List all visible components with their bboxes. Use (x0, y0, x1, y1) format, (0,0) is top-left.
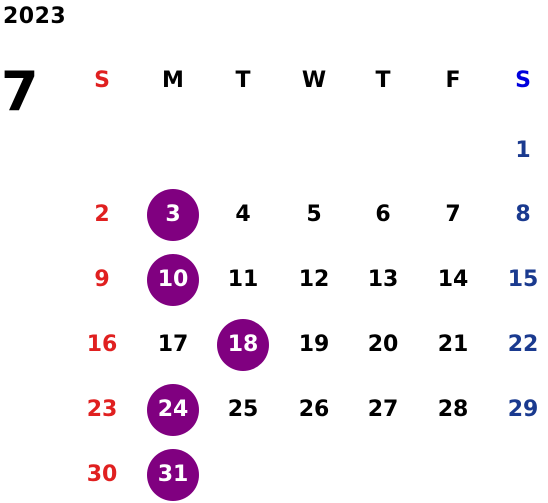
day-26[interactable]: 26 (298, 397, 330, 422)
day-14[interactable]: 14 (437, 267, 469, 292)
day-8[interactable]: 8 (515, 202, 531, 227)
day-15[interactable]: 15 (507, 267, 539, 292)
weekday-header-tuesday: T (235, 68, 251, 93)
day-4[interactable]: 4 (235, 202, 251, 227)
day-20[interactable]: 20 (367, 332, 399, 357)
day-17[interactable]: 17 (157, 332, 189, 357)
weekday-header-monday: M (162, 68, 184, 93)
highlighted-day-18[interactable]: 18 (217, 319, 269, 371)
month-label: 7 (1, 60, 39, 123)
weekday-header-saturday: S (515, 68, 531, 93)
day-25[interactable]: 25 (227, 397, 259, 422)
highlighted-day-31[interactable]: 31 (147, 449, 199, 501)
day-6[interactable]: 6 (375, 202, 391, 227)
day-30[interactable]: 30 (86, 462, 118, 487)
highlighted-day-10[interactable]: 10 (147, 254, 199, 306)
day-22[interactable]: 22 (507, 332, 539, 357)
day-21[interactable]: 21 (437, 332, 469, 357)
year-label: 2023 (3, 4, 67, 29)
weekday-header-wednesday: W (301, 68, 327, 93)
day-1[interactable]: 1 (515, 138, 531, 163)
highlighted-day-3[interactable]: 3 (147, 189, 199, 241)
day-5[interactable]: 5 (306, 202, 322, 227)
day-12[interactable]: 12 (298, 267, 330, 292)
day-29[interactable]: 29 (507, 397, 539, 422)
day-28[interactable]: 28 (437, 397, 469, 422)
weekday-header-friday: F (445, 68, 461, 93)
day-11[interactable]: 11 (227, 267, 259, 292)
day-7[interactable]: 7 (445, 202, 461, 227)
day-27[interactable]: 27 (367, 397, 399, 422)
weekday-header-thursday: T (375, 68, 391, 93)
day-13[interactable]: 13 (367, 267, 399, 292)
day-9[interactable]: 9 (94, 267, 110, 292)
day-2[interactable]: 2 (94, 202, 110, 227)
weekday-header-sunday: S (94, 68, 110, 93)
highlighted-day-24[interactable]: 24 (147, 384, 199, 436)
day-19[interactable]: 19 (298, 332, 330, 357)
day-23[interactable]: 23 (86, 397, 118, 422)
day-16[interactable]: 16 (86, 332, 118, 357)
